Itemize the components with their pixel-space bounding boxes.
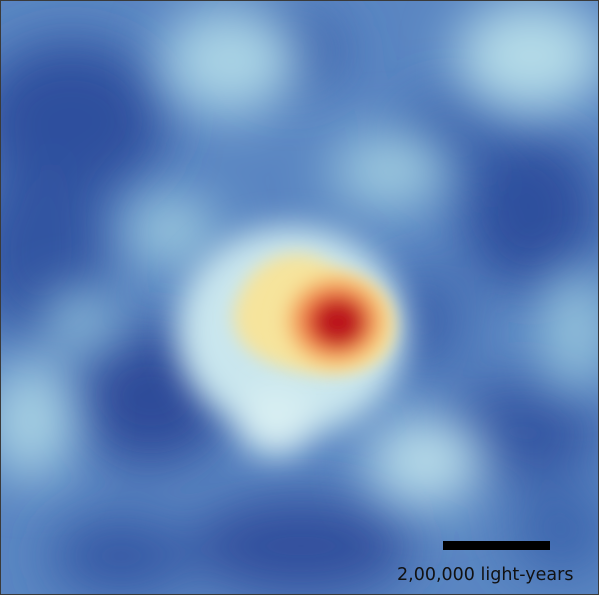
- scale-bar-label: 2,00,000 light-years: [397, 565, 574, 585]
- mid-intensity-regions: [1, 1, 598, 506]
- scale-bar: [443, 541, 550, 550]
- core-peak: [278, 269, 394, 373]
